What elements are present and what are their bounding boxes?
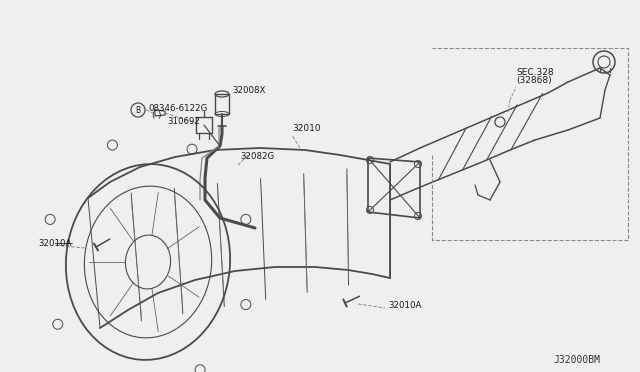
Text: 32008X: 32008X xyxy=(232,86,266,94)
Text: 32010A: 32010A xyxy=(38,238,72,247)
Text: 32010A: 32010A xyxy=(388,301,421,310)
Text: 32010: 32010 xyxy=(292,124,321,132)
Text: J32000BM: J32000BM xyxy=(553,355,600,365)
Text: (32868): (32868) xyxy=(516,76,552,84)
Text: B: B xyxy=(136,106,141,115)
Text: ( ): ( ) xyxy=(152,110,161,119)
Text: SEC.328: SEC.328 xyxy=(516,67,554,77)
Text: 310692: 310692 xyxy=(167,116,200,125)
Text: 08346-6122G: 08346-6122G xyxy=(148,103,207,112)
Text: 32082G: 32082G xyxy=(240,151,275,160)
